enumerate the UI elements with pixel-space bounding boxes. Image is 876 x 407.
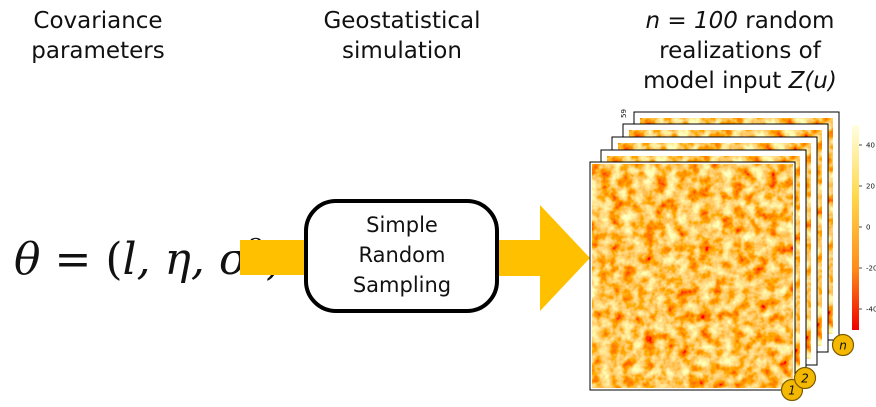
- colorbar-tick-label: 20: [866, 183, 875, 191]
- headings: Covariance parameters Geostatistical sim…: [31, 8, 837, 94]
- heading: Covariance: [33, 8, 162, 34]
- colorbar-tick-label: 40: [866, 142, 875, 150]
- formula-part: (: [105, 234, 122, 285]
- heading-part: random: [738, 8, 835, 34]
- arrow: [495, 205, 590, 311]
- heading: simulation: [342, 38, 462, 64]
- colorbar: [852, 125, 859, 330]
- badges: 12 n: [780, 333, 855, 402]
- badge: [831, 333, 855, 357]
- colorbar-tick-label: 0: [866, 224, 870, 232]
- colorbar-tick-label: -20: [866, 265, 876, 273]
- heading: Geostatistical: [323, 8, 480, 34]
- heading-part: Z(u): [788, 68, 837, 94]
- badge: [793, 366, 817, 390]
- heading: parameters: [31, 38, 164, 64]
- badge-label: 2: [801, 372, 809, 386]
- map: [592, 164, 793, 388]
- map-stack: 59: [589, 109, 840, 391]
- colorbar-tick-label: -40: [866, 306, 876, 314]
- formula-part: θ: [14, 234, 41, 285]
- heading: model input Z(u): [643, 68, 837, 94]
- arrow: [240, 240, 315, 275]
- badge-label: n: [839, 339, 847, 353]
- process-box: [304, 199, 499, 313]
- badge-label: 1: [788, 384, 796, 398]
- heading: n = 100 random: [646, 8, 835, 34]
- colorbar-ticks: 40 20 0 -20 -40: [859, 142, 876, 314]
- box-label: Random: [359, 243, 446, 267]
- map-axis-label: 59: [620, 109, 628, 118]
- heading: realizations of: [659, 38, 822, 64]
- formula-part: l, η, σ: [123, 234, 251, 285]
- box-label: Sampling: [353, 273, 451, 297]
- box-label: Simple: [366, 213, 438, 237]
- heading-part: model input: [643, 68, 788, 94]
- heading-part: n = 100: [646, 8, 738, 34]
- formula-part: =: [41, 234, 106, 285]
